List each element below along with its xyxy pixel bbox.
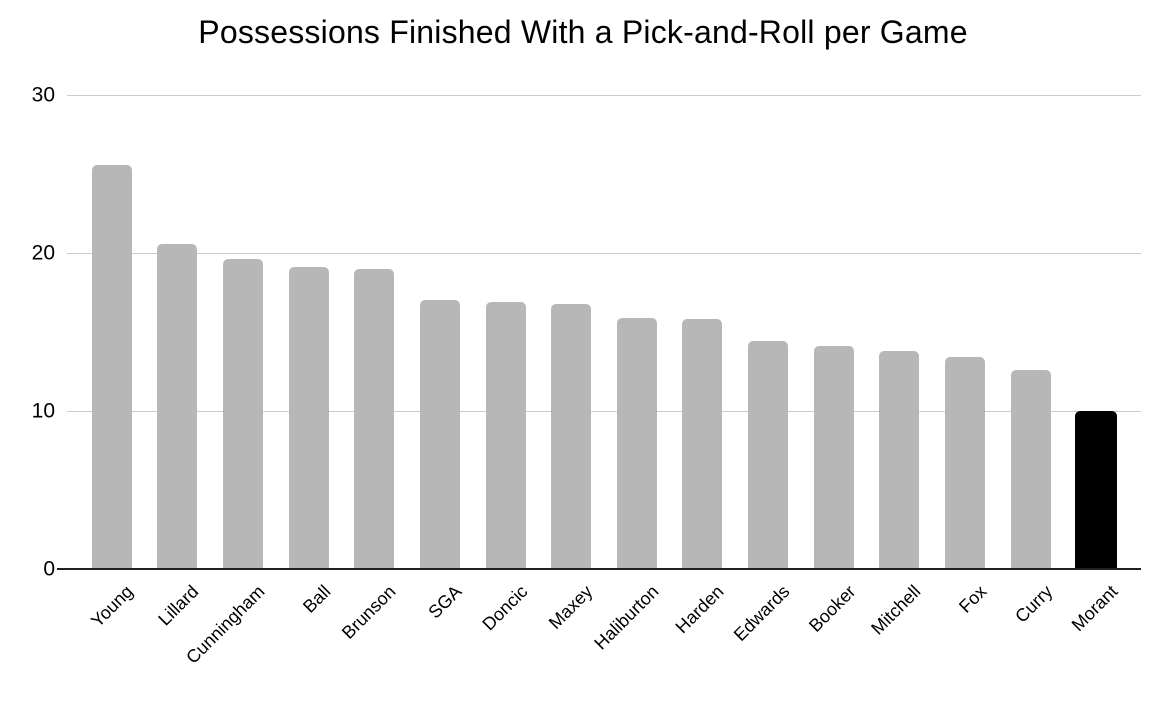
- y-tick-label: 30: [31, 83, 55, 107]
- bar: [288, 267, 329, 569]
- x-axis-label: Booker: [804, 581, 860, 636]
- bar: [223, 259, 264, 569]
- x-axis-label: Ball: [298, 581, 335, 617]
- bar: [682, 319, 723, 569]
- x-axis-label: Brunson: [338, 581, 400, 643]
- bar-slot: Young: [79, 95, 145, 631]
- bar: [1010, 369, 1051, 569]
- bar-slot: Maxey: [538, 95, 604, 633]
- bar: [1075, 411, 1118, 569]
- gridline: [67, 252, 1141, 254]
- x-axis-line: [57, 568, 1141, 570]
- bars-container: Young Lillard Cunningham Ball Brunson SGA Donc…: [67, 95, 1141, 668]
- x-axis-label: Doncic: [477, 581, 531, 635]
- x-axis-label: Young: [87, 581, 138, 632]
- bar-slot: Mitchell: [867, 95, 933, 639]
- y-tick-label: 10: [31, 399, 55, 423]
- bar-slot: SGA: [407, 95, 473, 622]
- y-tick-label: 20: [31, 241, 55, 265]
- bar-slot: Ball: [276, 95, 342, 617]
- bar-slot: Haliburton: [590, 95, 670, 653]
- chart-title: Possessions Finished With a Pick-and-Rol…: [198, 14, 968, 50]
- x-axis-label: Edwards: [729, 581, 794, 645]
- bar: [157, 243, 198, 569]
- bar-slot: Harden: [670, 95, 736, 637]
- bar: [813, 346, 854, 569]
- gridline: [67, 95, 1141, 96]
- y-axis: 0 10 20 30: [0, 85, 55, 580]
- bar-slot: Morant: [1063, 95, 1129, 635]
- bar-slot: Fox: [932, 95, 998, 617]
- x-axis-label: SGA: [424, 581, 466, 623]
- bar: [944, 357, 985, 569]
- bar: [551, 303, 592, 569]
- bar-slot: Brunson: [338, 95, 408, 643]
- x-axis-label: Morant: [1067, 581, 1122, 636]
- x-axis-label: Haliburton: [590, 581, 663, 654]
- x-axis-label: Curry: [1010, 581, 1056, 627]
- y-tick-label: 0: [43, 557, 55, 581]
- x-axis-label: Lillard: [154, 581, 203, 630]
- x-axis-label: Mitchell: [867, 581, 925, 639]
- gridline: [67, 410, 1141, 412]
- bar: [354, 268, 395, 569]
- x-axis-label: Fox: [955, 581, 991, 617]
- bar-slot: Booker: [801, 95, 867, 636]
- bar-slot: Lillard: [145, 95, 211, 629]
- bar-slot: Doncic: [473, 95, 539, 634]
- x-axis-label: Harden: [671, 581, 728, 638]
- bar: [879, 350, 920, 569]
- bar-slot: Edwards: [730, 95, 801, 645]
- bar-slot: Curry: [998, 95, 1064, 627]
- bar: [748, 341, 789, 569]
- bar: [485, 301, 526, 569]
- bar: [91, 164, 132, 569]
- bar-slot: Cunningham: [182, 95, 276, 668]
- bar: [616, 317, 657, 569]
- x-axis-label: Maxey: [544, 581, 597, 633]
- bar: [419, 300, 460, 569]
- plot-area: Young Lillard Cunningham Ball Brunson SGA Donc…: [57, 95, 1141, 668]
